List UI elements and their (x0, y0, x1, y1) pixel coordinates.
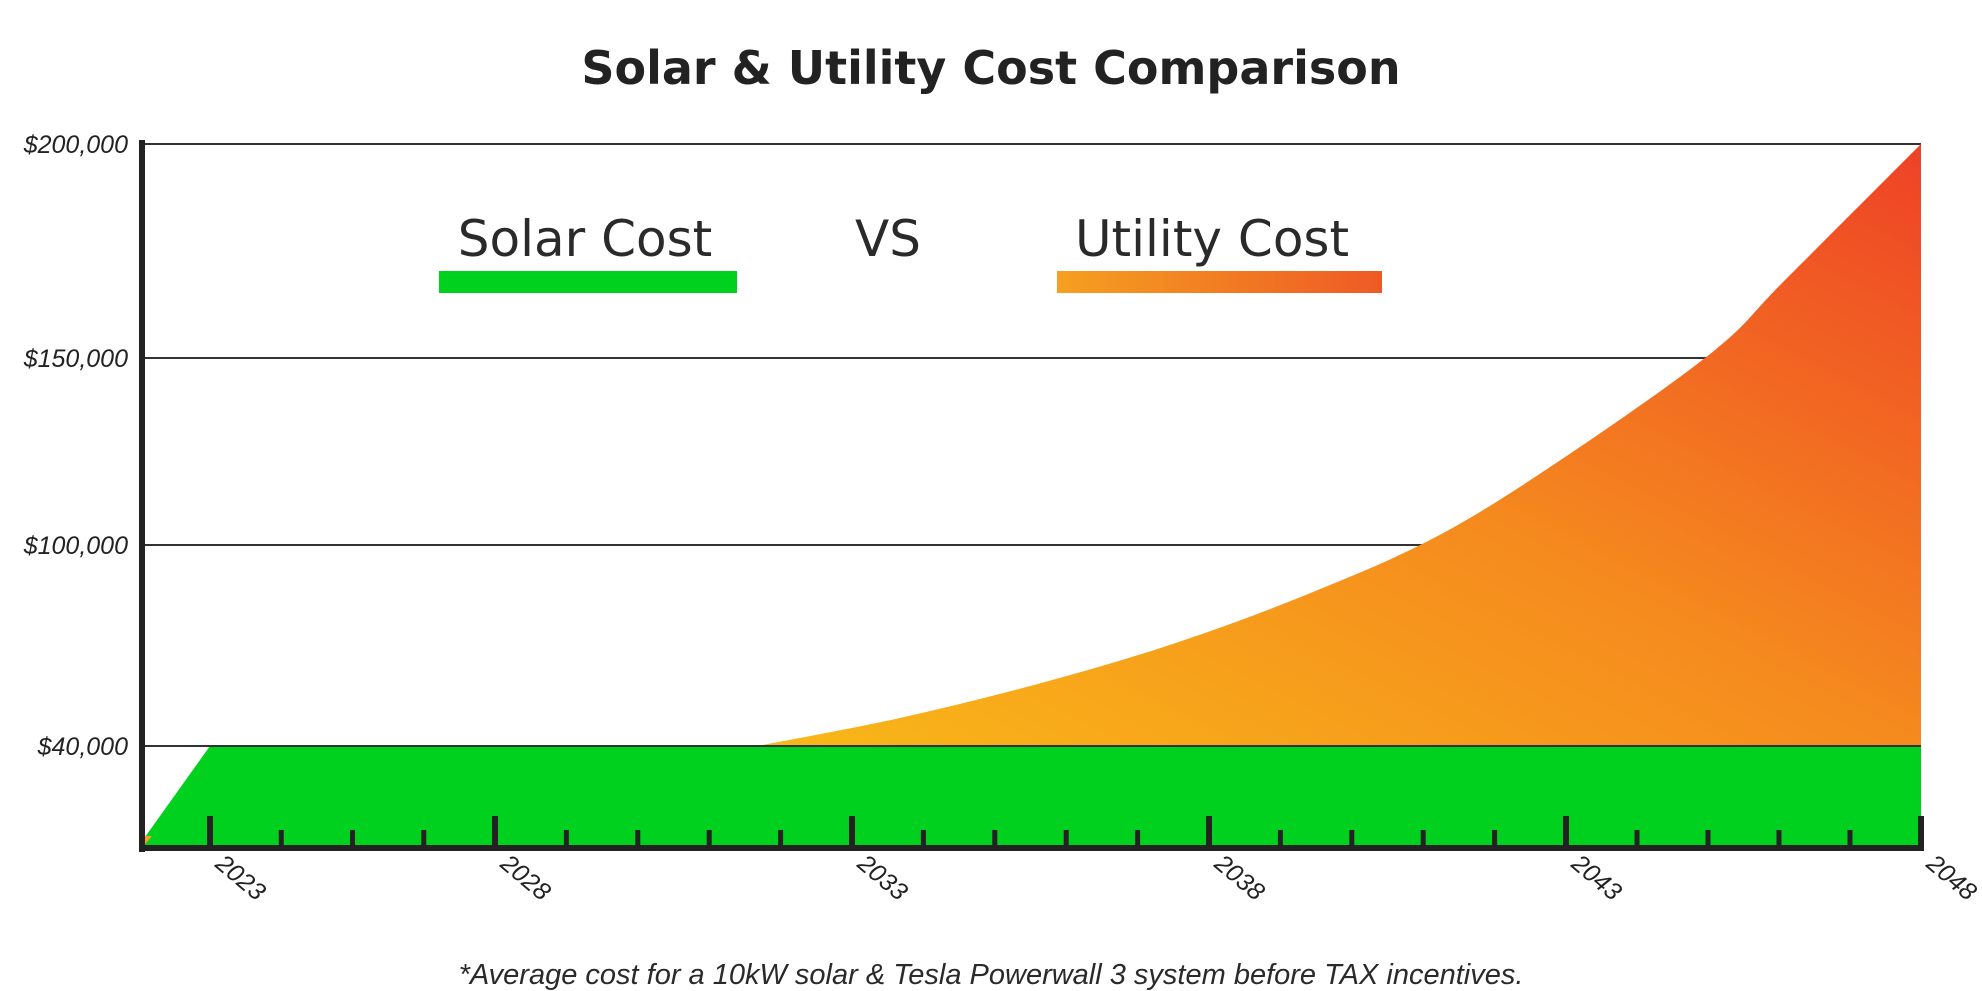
footnote: *Average cost for a 10kW solar & Tesla P… (459, 959, 1524, 991)
legend-solar-swatch (439, 271, 737, 293)
y-tick-labels: $40,000 $100,000 $150,000 $200,000 (23, 131, 128, 761)
x-tick-label-2048: 2048 (1920, 849, 1981, 907)
legend-solar-label: Solar Cost (458, 210, 712, 268)
x-tick-label-2033: 2033 (851, 849, 912, 907)
y-tick-label-200000: $200,000 (23, 131, 128, 159)
y-tick-label-100000: $100,000 (23, 532, 128, 560)
y-tick-label-150000: $150,000 (23, 345, 128, 373)
legend: Solar Cost VS Utility Cost (439, 210, 1382, 293)
x-tick-label-2028: 2028 (494, 849, 555, 907)
y-tick-label-40000: $40,000 (37, 733, 128, 761)
legend-utility-label: Utility Cost (1075, 210, 1349, 268)
chart-title: Solar & Utility Cost Comparison (581, 41, 1400, 95)
legend-vs-label: VS (855, 210, 921, 268)
legend-utility-swatch (1057, 271, 1382, 293)
x-tick-label-2043: 2043 (1565, 849, 1626, 907)
x-tick-label-2023: 2023 (209, 849, 270, 907)
axes (139, 140, 1924, 852)
solar-cost-area (142, 746, 1921, 848)
utility-cost-area (757, 144, 1921, 746)
x-tick-label-2038: 2038 (1208, 849, 1269, 907)
series-areas (142, 144, 1921, 848)
